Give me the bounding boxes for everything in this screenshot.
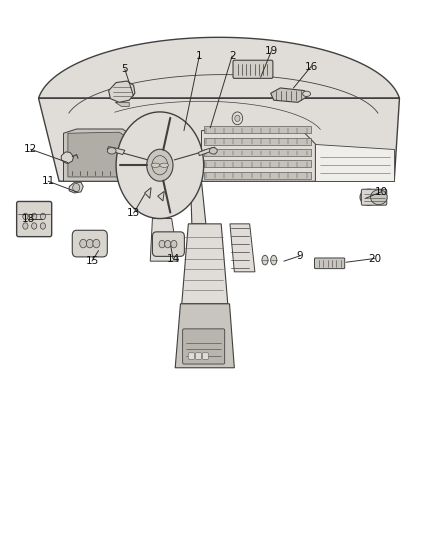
Circle shape (147, 149, 173, 181)
Text: 1: 1 (196, 51, 203, 61)
Polygon shape (69, 182, 83, 193)
FancyBboxPatch shape (188, 353, 194, 359)
Circle shape (86, 239, 93, 248)
FancyBboxPatch shape (361, 189, 387, 205)
Circle shape (171, 240, 177, 248)
Ellipse shape (262, 255, 268, 265)
Polygon shape (271, 88, 307, 102)
Text: 9: 9 (297, 251, 304, 261)
Circle shape (152, 156, 168, 175)
Ellipse shape (271, 255, 277, 265)
FancyBboxPatch shape (233, 60, 273, 78)
Circle shape (40, 223, 46, 229)
Polygon shape (115, 102, 129, 107)
Text: 13: 13 (127, 208, 140, 218)
Text: 2: 2 (229, 51, 236, 61)
Bar (204, 160, 311, 167)
Polygon shape (64, 129, 136, 181)
Polygon shape (175, 304, 234, 368)
Polygon shape (61, 152, 74, 164)
Circle shape (32, 223, 37, 229)
Circle shape (23, 213, 28, 220)
Polygon shape (198, 147, 215, 156)
Bar (204, 126, 311, 133)
Polygon shape (107, 147, 125, 155)
Bar (204, 149, 311, 156)
Polygon shape (201, 131, 315, 181)
FancyBboxPatch shape (314, 258, 345, 269)
FancyBboxPatch shape (195, 353, 201, 359)
Circle shape (165, 240, 171, 248)
Text: 16: 16 (304, 62, 318, 71)
Polygon shape (150, 219, 178, 261)
FancyBboxPatch shape (72, 230, 107, 257)
Polygon shape (158, 191, 164, 201)
Text: 11: 11 (42, 176, 55, 186)
Text: 5: 5 (121, 64, 128, 74)
Bar (204, 172, 311, 179)
Polygon shape (230, 224, 255, 272)
FancyBboxPatch shape (183, 329, 225, 364)
Circle shape (40, 213, 46, 220)
Circle shape (235, 115, 240, 122)
Ellipse shape (360, 189, 378, 205)
Text: 19: 19 (265, 46, 278, 55)
Circle shape (159, 240, 165, 248)
Ellipse shape (151, 163, 160, 167)
Polygon shape (315, 144, 394, 181)
Circle shape (23, 223, 28, 229)
Text: 10: 10 (374, 187, 388, 197)
Ellipse shape (209, 148, 217, 154)
Bar (204, 138, 311, 144)
Polygon shape (182, 224, 228, 304)
Ellipse shape (371, 190, 387, 205)
Polygon shape (191, 181, 206, 224)
Polygon shape (145, 188, 151, 198)
Text: 14: 14 (166, 254, 180, 263)
Circle shape (32, 213, 37, 220)
Circle shape (93, 239, 100, 248)
Text: 15: 15 (85, 256, 99, 266)
Polygon shape (68, 132, 131, 177)
Circle shape (73, 183, 80, 192)
Text: 20: 20 (368, 254, 381, 263)
Text: 18: 18 (22, 214, 35, 223)
Ellipse shape (107, 148, 116, 154)
Polygon shape (39, 37, 399, 181)
Circle shape (116, 112, 204, 219)
Text: 12: 12 (24, 144, 37, 154)
Circle shape (232, 112, 243, 125)
FancyBboxPatch shape (152, 232, 184, 256)
FancyBboxPatch shape (202, 353, 208, 359)
Ellipse shape (160, 163, 169, 167)
Polygon shape (109, 81, 135, 102)
Ellipse shape (303, 91, 311, 96)
Circle shape (80, 239, 87, 248)
FancyBboxPatch shape (17, 201, 52, 237)
